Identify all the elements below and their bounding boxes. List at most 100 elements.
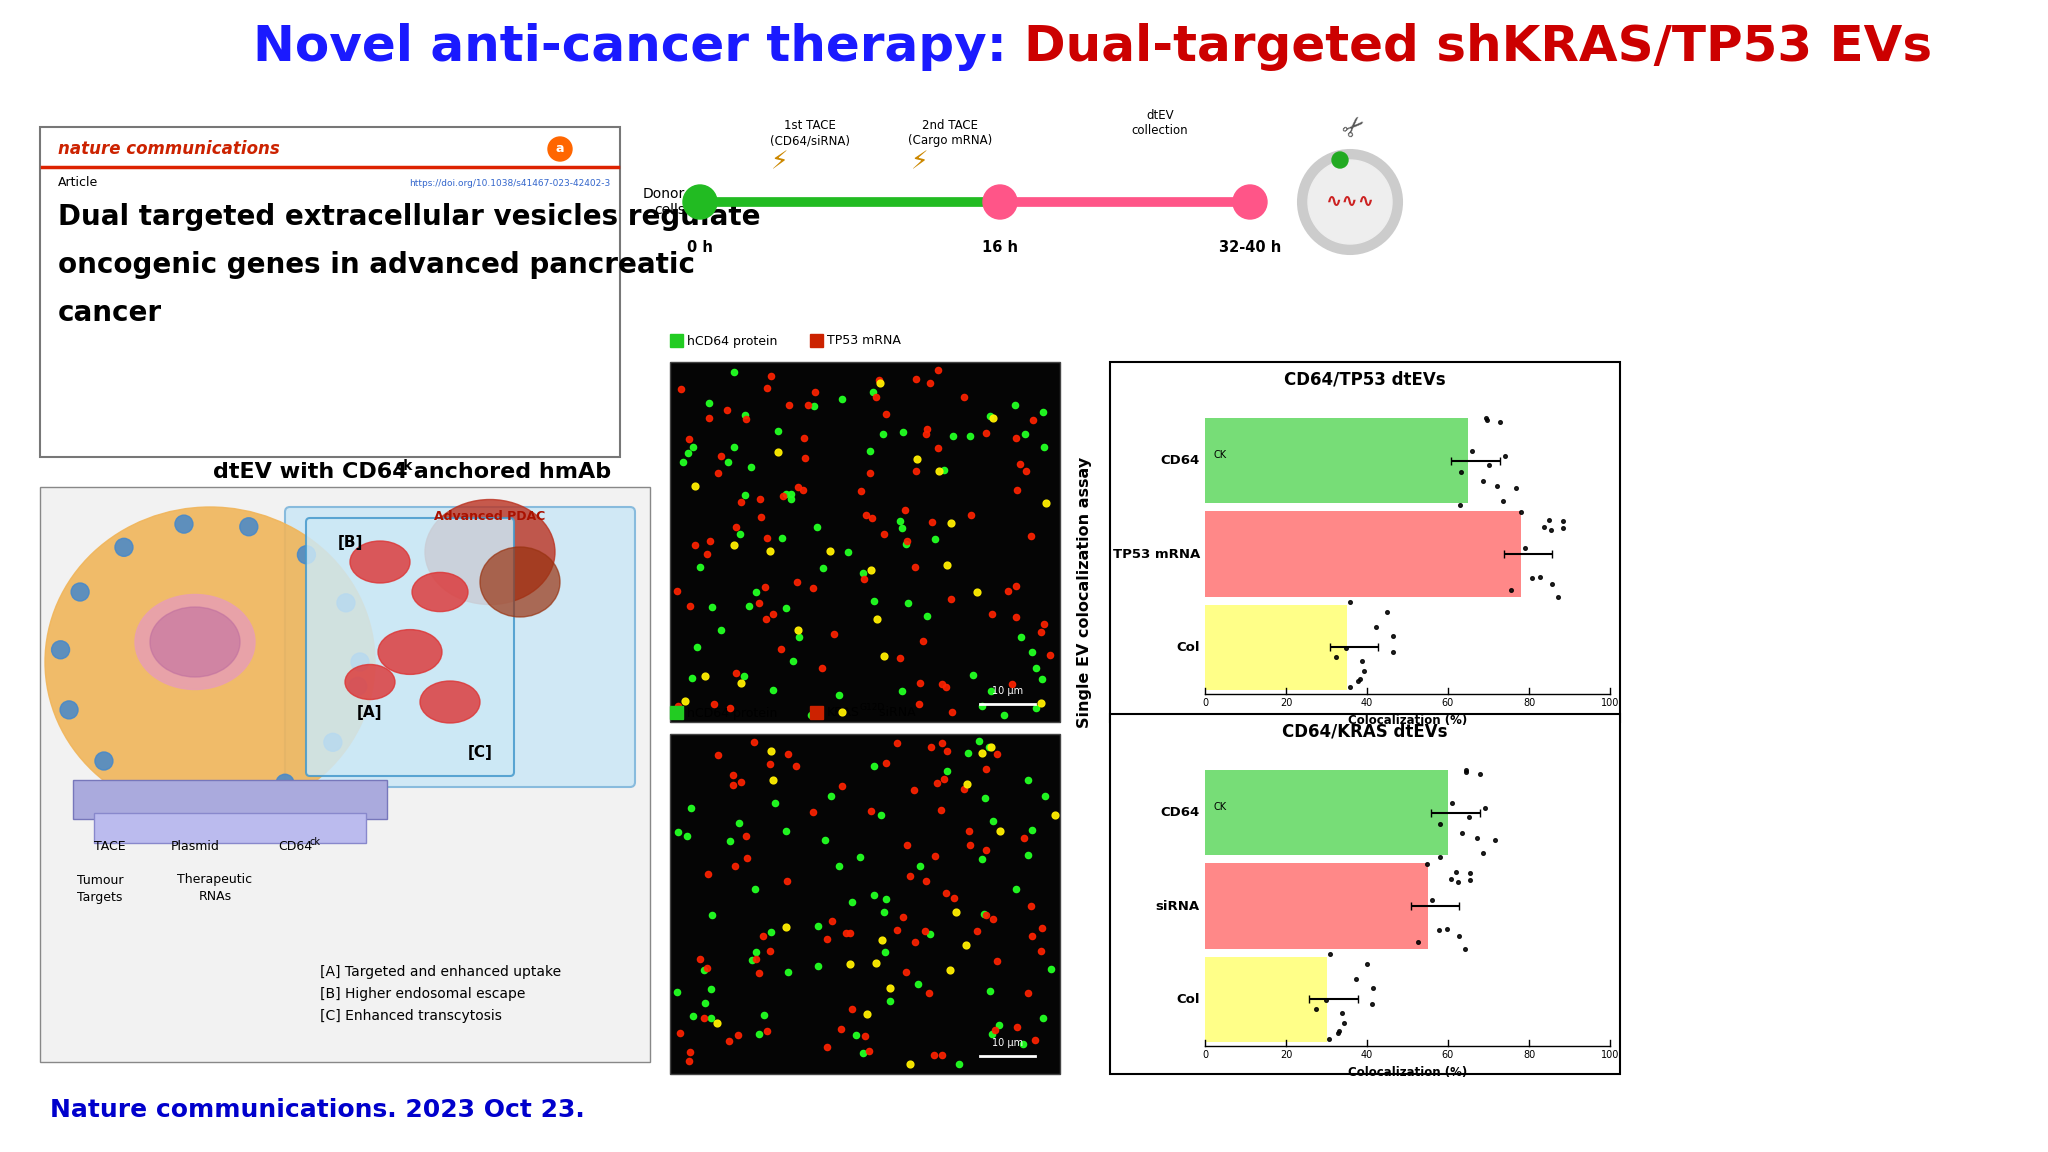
FancyBboxPatch shape — [1110, 714, 1620, 1074]
Point — [817, 624, 850, 643]
Point — [674, 597, 707, 615]
Point — [1012, 984, 1044, 1002]
Point — [1333, 593, 1366, 612]
Point — [735, 458, 768, 477]
Point — [662, 697, 694, 715]
Text: 60: 60 — [1442, 1049, 1454, 1060]
Point — [954, 506, 987, 524]
Point — [1026, 1009, 1059, 1028]
Ellipse shape — [420, 681, 479, 723]
Point — [1313, 945, 1346, 963]
Circle shape — [51, 641, 70, 659]
Point — [782, 628, 815, 646]
Point — [928, 461, 961, 479]
Point — [1020, 659, 1053, 677]
Point — [786, 480, 819, 499]
Point — [1008, 828, 1040, 847]
Point — [723, 814, 756, 833]
Point — [674, 799, 707, 818]
Point — [977, 910, 1010, 929]
Text: [A] Targeted and enhanced uptake: [A] Targeted and enhanced uptake — [319, 965, 561, 979]
Point — [899, 558, 932, 576]
Point — [891, 594, 924, 613]
Text: 100: 100 — [1602, 698, 1620, 708]
Point — [1473, 456, 1505, 475]
Point — [803, 917, 836, 935]
Point — [774, 490, 807, 508]
Point — [815, 912, 848, 931]
Text: Colocalization (%): Colocalization (%) — [1348, 714, 1466, 727]
Point — [1376, 643, 1409, 661]
Point — [887, 520, 920, 538]
Text: CD64: CD64 — [1161, 454, 1200, 468]
Point — [692, 409, 725, 427]
Point — [909, 872, 942, 890]
Point — [899, 462, 932, 480]
Text: [C] Enhanced transcytosis: [C] Enhanced transcytosis — [319, 1009, 502, 1023]
Point — [823, 685, 856, 704]
Text: nature communications: nature communications — [57, 141, 281, 158]
Point — [1516, 569, 1548, 588]
Point — [721, 1025, 754, 1044]
Point — [678, 536, 711, 554]
Point — [1010, 462, 1042, 480]
Point — [881, 920, 913, 939]
Point — [717, 775, 750, 794]
Point — [999, 395, 1032, 414]
Circle shape — [150, 785, 168, 803]
Point — [672, 430, 705, 448]
Point — [840, 1025, 872, 1044]
Circle shape — [115, 538, 133, 556]
Point — [748, 1006, 780, 1024]
Text: CD64/KRAS dtEVs: CD64/KRAS dtEVs — [1282, 723, 1448, 741]
Point — [1442, 873, 1475, 892]
FancyBboxPatch shape — [41, 487, 649, 1062]
Point — [1450, 763, 1483, 781]
Point — [1032, 646, 1065, 665]
Point — [948, 387, 981, 406]
Point — [721, 518, 754, 537]
Point — [756, 605, 788, 623]
FancyBboxPatch shape — [1204, 418, 1468, 503]
Point — [797, 579, 829, 598]
Point — [719, 363, 752, 381]
Point — [1452, 808, 1485, 826]
Point — [1030, 494, 1063, 513]
Point — [713, 1032, 745, 1051]
Point — [887, 682, 920, 700]
Point — [926, 675, 958, 694]
Point — [1024, 622, 1057, 641]
Point — [922, 774, 954, 793]
Point — [860, 954, 893, 972]
Point — [1001, 480, 1034, 499]
Point — [1026, 919, 1059, 938]
Text: oncogenic genes in advanced pancreatic: oncogenic genes in advanced pancreatic — [57, 251, 694, 279]
Point — [797, 803, 829, 821]
Circle shape — [350, 653, 369, 670]
Point — [807, 559, 840, 577]
Point — [674, 1043, 707, 1061]
Point — [948, 780, 981, 798]
Text: Col: Col — [1176, 641, 1200, 654]
Point — [1495, 581, 1528, 599]
Point — [1028, 615, 1061, 634]
Circle shape — [276, 774, 295, 793]
Circle shape — [94, 752, 113, 770]
Point — [1483, 414, 1516, 432]
Point — [1006, 1034, 1038, 1053]
Point — [981, 745, 1014, 764]
Point — [705, 447, 737, 465]
Point — [776, 651, 809, 669]
Point — [690, 958, 723, 977]
Point — [1020, 699, 1053, 718]
Point — [1325, 1005, 1358, 1023]
Point — [688, 961, 721, 979]
Point — [801, 518, 834, 537]
Point — [952, 821, 985, 840]
Point — [1026, 670, 1059, 689]
Point — [754, 543, 786, 561]
Point — [1329, 638, 1362, 657]
Point — [899, 933, 932, 952]
Point — [926, 734, 958, 752]
Point — [696, 598, 729, 616]
